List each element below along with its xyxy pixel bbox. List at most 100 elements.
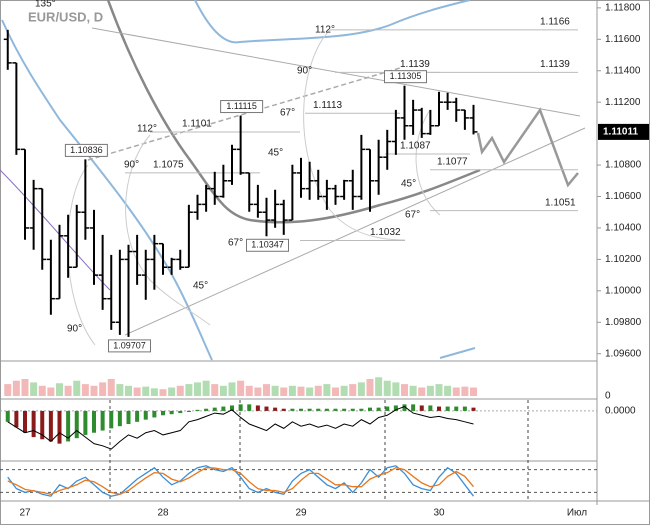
histogram-bar — [74, 410, 79, 439]
extreme-box — [108, 339, 151, 353]
volume-bar — [64, 385, 72, 396]
histogram-bar — [126, 410, 131, 424]
volume-bar — [228, 382, 236, 396]
angle-label: 112° — [137, 124, 157, 135]
volume-bar — [375, 377, 383, 396]
y-tick-label: 1.10200 — [605, 254, 642, 265]
volume-bar — [461, 386, 469, 396]
histogram-bar — [178, 410, 183, 414]
extreme-label: 1.10347 — [251, 240, 284, 250]
volume-bar — [90, 385, 98, 396]
angle-label: 90° — [297, 66, 312, 77]
volume-bar — [194, 382, 201, 396]
volume-bar — [444, 385, 452, 396]
histogram-bar — [135, 410, 140, 422]
angle-label: 90° — [67, 324, 82, 335]
histogram-bar — [5, 410, 10, 422]
arc — [415, 109, 441, 216]
histogram-bar — [428, 405, 433, 411]
chart-title: EUR/USD, D — [28, 9, 103, 24]
y-tick-label: 1.10400 — [605, 223, 642, 234]
histogram-bar — [109, 410, 114, 429]
y-tick-label: 1.09600 — [605, 348, 642, 359]
angle-label: 90° — [124, 160, 139, 171]
volume-bar — [176, 385, 184, 396]
last-price-label: 1.11011 — [603, 127, 638, 138]
volume-bar — [280, 387, 288, 396]
y-tick-label: 1.10600 — [605, 191, 642, 202]
moving-average — [439, 347, 476, 359]
volume-bar — [254, 387, 262, 396]
y-tick-label: 0 — [605, 391, 611, 402]
volume-bar — [409, 385, 417, 396]
angle-label: 67° — [405, 210, 420, 221]
histogram-bar — [212, 407, 217, 411]
projection — [476, 107, 579, 188]
histogram-bar — [342, 408, 347, 411]
y-tick-label: 1.11200 — [605, 97, 641, 108]
volume-bar — [323, 384, 331, 396]
volume-bar — [340, 385, 348, 396]
y-tick-label: 1.11600 — [605, 34, 641, 45]
histogram-bar — [14, 410, 19, 428]
histogram-bar — [230, 405, 234, 411]
level-label: 1.1051 — [545, 197, 576, 208]
histogram-bar — [117, 410, 122, 427]
histogram-bar — [57, 410, 62, 444]
histogram-bar — [238, 404, 243, 411]
histogram-bar — [83, 410, 88, 435]
y-tick-label: 1.10800 — [605, 160, 642, 171]
moving-average — [106, 0, 481, 224]
volume-bar — [288, 385, 296, 396]
trend-line — [87, 67, 401, 161]
histogram-bar — [419, 405, 424, 411]
volume-bar — [125, 385, 132, 396]
volume-bar — [314, 385, 322, 396]
volume-bar — [133, 387, 141, 396]
volume-bar — [185, 384, 193, 396]
angle-label: 67° — [228, 238, 243, 249]
volume-bar — [142, 386, 150, 396]
level-label: 1.1101 — [182, 119, 212, 130]
histogram-bar — [437, 406, 441, 411]
histogram-bar — [462, 406, 467, 411]
y-tick-label: 1.11800 — [605, 3, 641, 14]
level-label: 1.1139 — [540, 59, 570, 70]
volume-bar — [21, 379, 29, 396]
histogram-bar — [264, 406, 269, 411]
histogram-bar — [350, 408, 355, 411]
volume-bar — [202, 380, 210, 396]
volume-bar — [297, 386, 305, 396]
angle-label: 45° — [401, 179, 416, 190]
volume-bar — [30, 382, 38, 396]
volume-bar — [47, 387, 55, 396]
histogram-bar — [255, 405, 260, 411]
x-tick-label: 29 — [295, 508, 307, 519]
level-label: 1.1032 — [370, 227, 401, 238]
histogram-bar — [221, 406, 226, 411]
histogram-bar — [316, 408, 321, 411]
x-tick-label: 30 — [433, 508, 445, 519]
signal-line — [7, 405, 474, 450]
level-label: 1.1166 — [540, 17, 570, 28]
extreme-label: 1.09707 — [113, 340, 146, 350]
volume-bar — [366, 379, 374, 396]
volume-bar — [237, 380, 245, 396]
extreme-box — [246, 238, 289, 252]
histogram-bar — [152, 410, 157, 418]
day-separators — [109, 400, 529, 500]
volume-bar — [435, 384, 443, 396]
volume-bar — [357, 382, 365, 396]
angle-label: 45° — [268, 148, 283, 159]
volume-bar — [99, 382, 107, 396]
volume-bar — [271, 385, 279, 396]
histogram-bar — [169, 410, 174, 415]
volume-bar — [12, 380, 20, 396]
histogram-bar — [100, 410, 105, 431]
extreme-label: 1.11305 — [390, 71, 422, 81]
extreme-box — [64, 143, 108, 157]
histogram-bar — [411, 404, 416, 411]
y-tick-label: 1.09800 — [605, 317, 642, 328]
volume-bar — [418, 387, 426, 396]
